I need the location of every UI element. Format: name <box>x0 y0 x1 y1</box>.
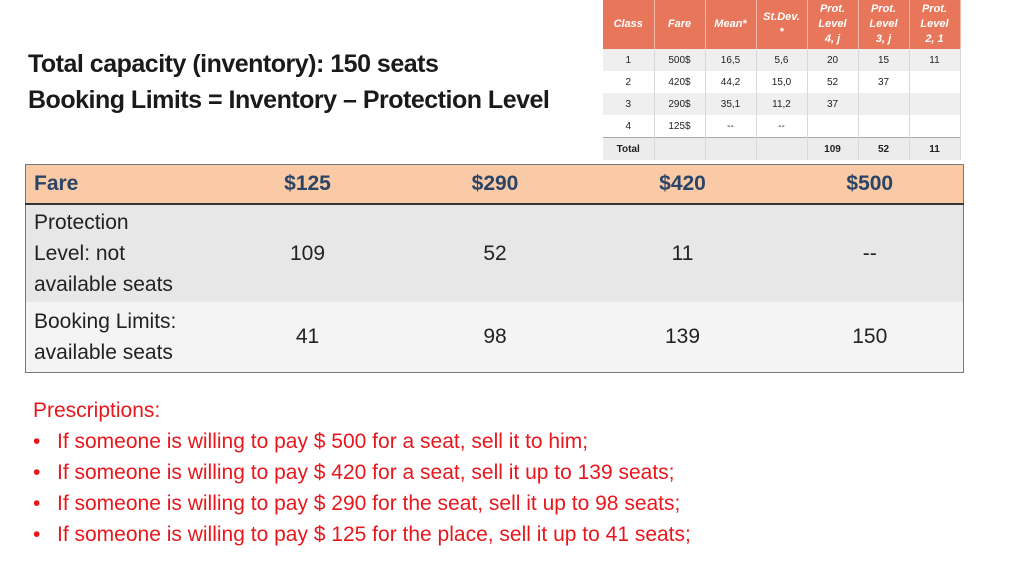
ref-header-row: Class Fare Mean* St.Dev. * Prot. Level 4, j… <box>603 0 961 49</box>
ref-cell-p2 <box>858 115 910 138</box>
reference-table: Class Fare Mean* St.Dev. * Prot. Level 4, j… <box>603 0 961 160</box>
booking-limit-value: 150 <box>776 302 964 373</box>
booking-limits-formula: Booking Limits = Inventory – Protection … <box>28 86 550 114</box>
ref-cell-fare: 290$ <box>654 93 706 115</box>
ref-row: 2 420$ 44,2 15,0 52 37 <box>603 71 961 93</box>
ref-cell-p3 <box>909 115 961 138</box>
fare-header-290: $290 <box>401 164 589 205</box>
ref-row: 3 290$ 35,1 11,2 37 <box>603 93 961 115</box>
ref-total-p2: 52 <box>858 137 910 160</box>
protection-value: 52 <box>401 204 589 302</box>
ref-cell-p3 <box>909 71 961 93</box>
protection-value: 109 <box>213 204 402 302</box>
ref-header-class: Class <box>603 0 655 49</box>
ref-cell-p1 <box>807 115 859 138</box>
ref-cell-p1: 20 <box>807 49 859 71</box>
prescription-item: • If someone is willing to pay $ 125 for … <box>33 519 691 550</box>
ref-cell-mean: 44,2 <box>705 71 757 93</box>
protection-value: 11 <box>588 204 777 302</box>
booking-limits-label: Booking Limits: available seats <box>25 302 214 373</box>
ref-row: 4 125$ -- -- <box>603 115 961 138</box>
prescription-item: • If someone is willing to pay $ 420 for … <box>33 457 691 488</box>
booking-limits-table: Fare $125 $290 $420 $500 Protection Level… <box>25 164 964 373</box>
ref-cell-fare: 500$ <box>654 49 706 71</box>
prescription-item: • If someone is willing to pay $ 290 for … <box>33 488 691 519</box>
ref-cell-p2: 37 <box>858 71 910 93</box>
fare-header-label: Fare <box>25 164 214 205</box>
booking-limit-value: 41 <box>213 302 402 373</box>
ref-header-prot-level-3: Prot. Level 3, j <box>858 0 910 49</box>
fare-header-125: $125 <box>213 164 402 205</box>
ref-cell-p3: 11 <box>909 49 961 71</box>
ref-cell-fare: 420$ <box>654 71 706 93</box>
ref-total-row: Total 109 52 11 <box>603 137 961 160</box>
ref-cell-fare: 125$ <box>654 115 706 138</box>
ref-cell-p2: 15 <box>858 49 910 71</box>
ref-cell-p1: 37 <box>807 93 859 115</box>
prescriptions-list: • If someone is willing to pay $ 500 for … <box>33 426 691 550</box>
capacity-heading: Total capacity (inventory): 150 seats <box>28 50 439 78</box>
prescription-item: • If someone is willing to pay $ 500 for … <box>33 426 691 457</box>
bullet-icon: • <box>33 523 41 546</box>
ref-header-fare: Fare <box>654 0 706 49</box>
prescriptions-title: Prescriptions: <box>33 399 161 422</box>
ref-cell-class: 2 <box>603 71 655 93</box>
ref-cell-mean: -- <box>705 115 757 138</box>
ref-cell-stdev: 11,2 <box>756 93 808 115</box>
protection-level-row: Protection Level: not available seats 109 … <box>25 204 964 302</box>
ref-row: 1 500$ 16,5 5,6 20 15 11 <box>603 49 961 71</box>
ref-total-label: Total <box>603 137 655 160</box>
ref-cell-p1: 52 <box>807 71 859 93</box>
booking-limit-value: 98 <box>401 302 589 373</box>
ref-total-p3: 11 <box>909 137 961 160</box>
booking-limit-value: 139 <box>588 302 777 373</box>
fare-header-420: $420 <box>588 164 777 205</box>
ref-cell-mean: 35,1 <box>705 93 757 115</box>
ref-cell-p3 <box>909 93 961 115</box>
protection-value: -- <box>776 204 964 302</box>
ref-cell-class: 1 <box>603 49 655 71</box>
fare-header-500: $500 <box>776 164 964 205</box>
ref-cell-stdev: 5,6 <box>756 49 808 71</box>
ref-cell-class: 3 <box>603 93 655 115</box>
ref-cell-p2 <box>858 93 910 115</box>
protection-level-label: Protection Level: not available seats <box>25 204 214 302</box>
ref-header-prot-level-4: Prot. Level 4, j <box>807 0 859 49</box>
bullet-icon: • <box>33 492 41 515</box>
ref-header-stdev: St.Dev. * <box>756 0 808 49</box>
ref-header-prot-level-2: Prot. Level 2, 1 <box>909 0 961 49</box>
bullet-icon: • <box>33 461 41 484</box>
fare-header-row: Fare $125 $290 $420 $500 <box>25 164 964 205</box>
ref-total-p1: 109 <box>807 137 859 160</box>
ref-cell-stdev: 15,0 <box>756 71 808 93</box>
ref-header-mean: Mean* <box>705 0 757 49</box>
prescriptions: Prescriptions: • If someone is willing to… <box>33 395 691 550</box>
ref-cell-class: 4 <box>603 115 655 138</box>
ref-cell-mean: 16,5 <box>705 49 757 71</box>
ref-cell-stdev: -- <box>756 115 808 138</box>
bullet-icon: • <box>33 430 41 453</box>
booking-limits-row: Booking Limits: available seats 41 98 139… <box>25 302 964 373</box>
